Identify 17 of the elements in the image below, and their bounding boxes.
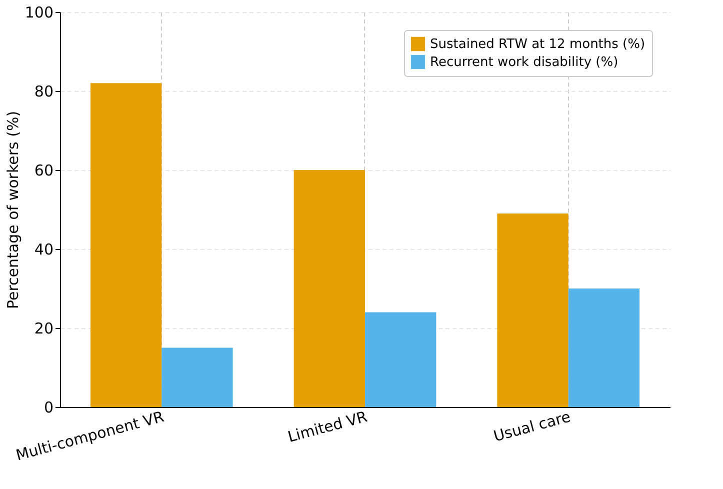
y-tick-label: 80 — [34, 82, 54, 100]
bar — [568, 288, 640, 407]
y-tick-label: 100 — [24, 4, 54, 22]
y-tick-label: 20 — [34, 320, 54, 338]
y-tick-label: 0 — [44, 398, 54, 416]
bar — [365, 312, 436, 407]
x-tick-label: Limited VR — [286, 408, 370, 446]
y-tick-label: 60 — [34, 162, 54, 180]
bar — [162, 348, 233, 407]
bar — [90, 83, 162, 407]
y-axis-title: Percentage of workers (%) — [4, 110, 22, 310]
legend-label: Recurrent work disability (%) — [430, 55, 618, 70]
bar — [497, 213, 568, 407]
bar — [294, 170, 365, 407]
legend-label: Sustained RTW at 12 months (%) — [430, 37, 646, 52]
y-tick-label: 40 — [34, 240, 54, 258]
x-tick-label: Usual care — [492, 408, 572, 446]
